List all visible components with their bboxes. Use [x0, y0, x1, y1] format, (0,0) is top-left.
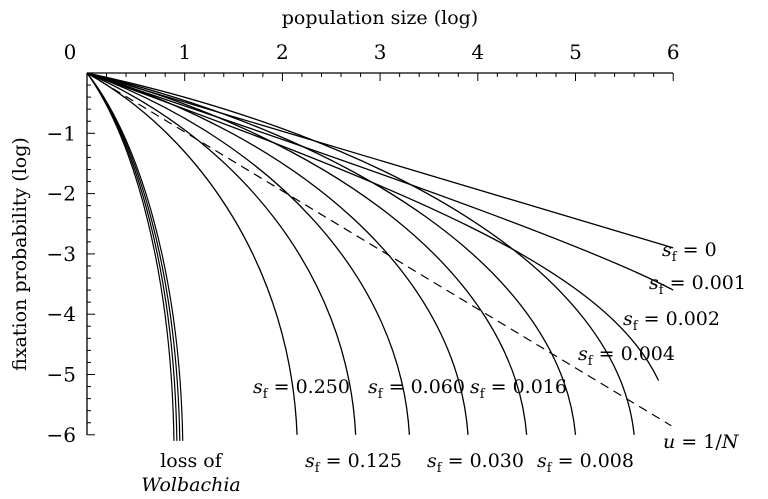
reference-line-label: u = 1/N	[663, 431, 740, 453]
loss-label-line2: Wolbachia	[141, 474, 241, 496]
x-tick-label: 3	[374, 40, 387, 64]
series-curve	[86, 72, 577, 435]
y-tick-label: −3	[47, 242, 76, 266]
loss-label-line1: loss of	[160, 450, 223, 472]
x-axis-title: population size (log)	[282, 7, 478, 29]
series-curve	[86, 72, 298, 435]
curve-label: sf = 0.060	[368, 376, 465, 402]
y-tick-label: −6	[47, 423, 76, 447]
x-tick-label: 2	[276, 40, 289, 64]
curve-label: sf = 0.016	[470, 376, 567, 402]
curve-label: sf = 0.001	[649, 272, 746, 298]
x-tick-label: 4	[471, 40, 484, 64]
series-curve	[86, 72, 469, 435]
y-tick-label: −4	[47, 302, 76, 326]
curve-label: sf = 0.030	[427, 450, 524, 476]
series-curves	[86, 72, 674, 441]
curve-label: sf = 0.008	[537, 450, 634, 476]
series-curve	[86, 72, 660, 381]
curve-label: sf = 0.125	[305, 450, 402, 476]
series-curve	[86, 72, 528, 435]
curve-label: sf = 0.002	[623, 308, 720, 334]
x-tick-label: 6	[667, 40, 680, 64]
loss-curve	[86, 72, 184, 441]
y-tick-label: −1	[47, 121, 76, 145]
loss-curve	[86, 72, 178, 441]
x-tick-label: 0	[64, 40, 77, 64]
series-curve	[86, 72, 635, 435]
curve-label: sf = 0.250	[253, 376, 350, 402]
curve-labels: sf = 0 sf = 0.001 sf = 0.002 sf = 0.004 sf =…	[253, 239, 746, 476]
curve-label: sf = 0	[662, 239, 717, 265]
x-tick-label: 1	[178, 40, 191, 64]
series-curve	[86, 72, 411, 435]
loss-curve	[86, 72, 181, 441]
axis-ticks: 0 1 2 3 4 5 6 −1 −2 −3 −4 −5 −6	[47, 40, 680, 447]
loss-curve	[86, 72, 175, 441]
reference-line	[86, 72, 672, 427]
y-tick-label: −2	[47, 182, 76, 206]
series-curve	[86, 72, 674, 249]
x-tick-label: 5	[569, 40, 582, 64]
series-curve	[86, 72, 357, 435]
curve-label: sf = 0.004	[578, 343, 675, 369]
y-axis-title: fixation probability (log)	[9, 137, 31, 371]
y-tick-label: −5	[47, 363, 76, 387]
